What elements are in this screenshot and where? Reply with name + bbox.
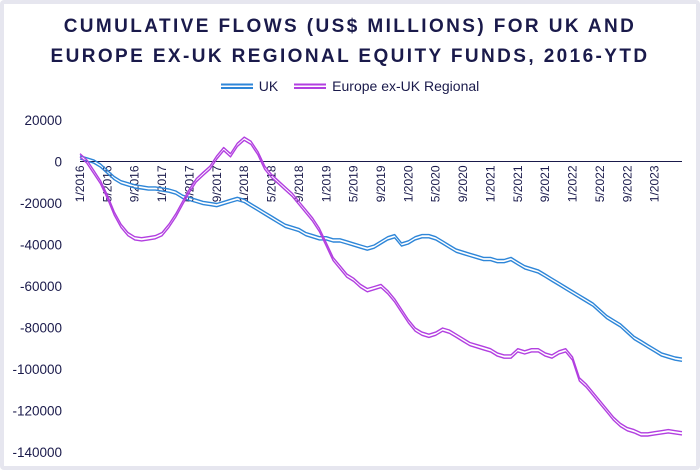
series-line-uk-lower [79,158,683,362]
legend-label-europe: Europe ex-UK Regional [332,78,480,94]
y-tick-label: -100000 [12,362,62,377]
y-tick-label: -120000 [12,404,62,419]
x-tick-label: 1/2020 [401,165,415,202]
x-tick-label: 9/2020 [456,165,470,202]
y-tick-label: -60000 [20,279,62,294]
x-tick-label: 1/2018 [237,165,251,202]
y-tick-label: 20000 [24,113,62,128]
x-tick-label: 1/2016 [73,165,87,202]
x-tick-label: 9/2016 [128,165,142,202]
y-tick-label: -80000 [20,321,62,336]
legend-swatch-uk [220,83,253,89]
x-tick-label: 9/2019 [374,165,388,202]
legend-item-uk: UK [220,78,279,94]
x-tick-label: 5/2016 [100,165,114,202]
x-tick-label: 5/2019 [347,165,361,202]
x-tick-label: 1/2023 [648,165,662,202]
x-tick-label: 5/2022 [593,165,607,202]
y-tick-label: -20000 [20,196,62,211]
x-tick-label: 1/2022 [566,165,580,202]
chart-title-line-1: CUMULATIVE FLOWS (US$ MILLIONS) FOR UK A… [63,16,637,37]
x-tick-label: 9/2017 [210,165,224,202]
chart-title-line-2: EUROPE EX-UK REGIONAL EQUITY FUNDS, 2016… [50,46,650,67]
x-tick-label: 5/2021 [511,165,525,202]
y-tick-label: -140000 [12,445,62,460]
x-tick-label: 1/2019 [319,165,333,202]
x-tick-label: 9/2021 [538,165,552,202]
chart-legend: UK Europe ex-UK Regional [0,78,700,94]
chart-title: CUMULATIVE FLOWS (US$ MILLIONS) FOR UK A… [0,12,700,72]
legend-item-europe: Europe ex-UK Regional [294,78,479,94]
legend-swatch-europe [294,83,327,89]
x-tick-label: 5/2017 [182,165,196,202]
series-line-uk-upper [79,155,683,359]
legend-label-uk: UK [258,78,279,94]
series-line-europe-ex-uk-lower [79,139,683,437]
y-tick-label: 0 [54,155,62,170]
x-tick-label: 9/2018 [292,165,306,202]
x-tick-label: 9/2022 [620,165,634,202]
x-tick-label: 1/2021 [483,165,497,202]
series-line-europe-ex-uk-upper [79,136,683,434]
x-tick-label: 5/2020 [429,165,443,202]
y-tick-label: -40000 [20,238,62,253]
x-tick-label: 1/2017 [155,165,169,202]
